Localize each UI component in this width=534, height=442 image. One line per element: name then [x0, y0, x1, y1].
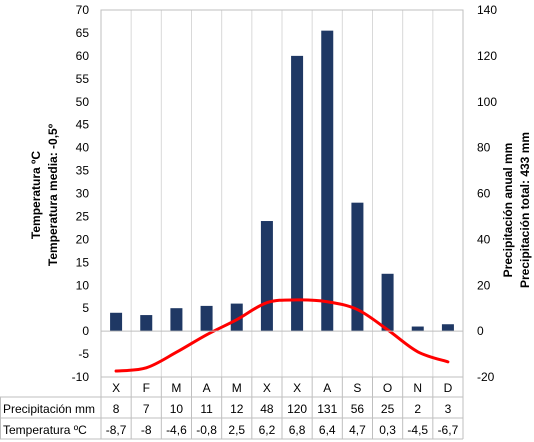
category-label: A — [323, 381, 331, 395]
right-axis-title-line1: Precipitación anual mm — [501, 143, 515, 278]
temperature-value: 6,8 — [289, 423, 306, 437]
left-tick-label: 40 — [76, 141, 90, 155]
temperature-value: -4,5 — [407, 423, 428, 437]
temperature-value: 0,3 — [379, 423, 396, 437]
vertical-gridlines — [130, 10, 434, 377]
category-label: X — [293, 381, 301, 395]
left-tick-label: 45 — [76, 118, 90, 132]
category-label: X — [112, 381, 120, 395]
left-tick-label: 55 — [76, 72, 90, 86]
temperature-value: 4,7 — [349, 423, 366, 437]
precipitation-bar — [441, 324, 454, 332]
left-tick-label: 15 — [76, 255, 90, 269]
precipitation-value: 131 — [317, 402, 337, 416]
right-tick-label: -20 — [477, 370, 495, 384]
right-tick-label: 60 — [477, 187, 491, 201]
precipitation-bar — [381, 273, 394, 332]
right-tick-label: 80 — [477, 141, 491, 155]
precipitation-bar — [411, 326, 424, 332]
category-label: S — [353, 381, 361, 395]
category-label: X — [263, 381, 271, 395]
right-tick-label: 100 — [477, 95, 497, 109]
precipitation-value: 8 — [113, 402, 120, 416]
data-table: Precipitación mm Temperatura ºC X F M A M X X A S O… — [0, 376, 464, 440]
category-label: M — [171, 381, 181, 395]
category-label: O — [383, 381, 392, 395]
temperature-value: -6,7 — [438, 423, 459, 437]
precipitation-bar — [260, 221, 273, 332]
precipitation-value: 25 — [381, 402, 395, 416]
precipitation-value: 48 — [260, 402, 274, 416]
temperature-value: -0,8 — [196, 423, 217, 437]
precipitation-bar — [200, 305, 213, 332]
left-tick-label: 65 — [76, 26, 90, 40]
left-tick-label: 35 — [76, 164, 90, 178]
left-axis-tick-labels: -10 -5 0 5 10 15 20 25 30 35 40 45 50 55 60 65 70 — [72, 3, 90, 384]
left-tick-label: 25 — [76, 209, 90, 223]
temperature-row-header: Temperatura ºC — [3, 423, 87, 437]
left-tick-label: 20 — [76, 232, 90, 246]
temperature-value: -8,7 — [106, 423, 127, 437]
temperature-value: 6,2 — [259, 423, 276, 437]
right-tick-label: 40 — [477, 232, 491, 246]
temperature-value: -8 — [141, 423, 152, 437]
left-tick-label: 10 — [76, 278, 90, 292]
left-tick-label: 30 — [76, 187, 90, 201]
precipitation-value: 12 — [230, 402, 244, 416]
left-tick-label: 5 — [82, 301, 89, 315]
category-label: D — [444, 381, 453, 395]
left-tick-label: -10 — [72, 370, 90, 384]
precipitation-bar — [170, 308, 183, 332]
precipitation-value: 56 — [351, 402, 365, 416]
left-axis-title-line1: Temperatura ºC — [29, 151, 43, 240]
temperature-value: 2,5 — [228, 423, 245, 437]
temperature-value: -4,6 — [166, 423, 187, 437]
precipitation-value: 3 — [445, 402, 452, 416]
left-tick-label: -5 — [78, 347, 89, 361]
precipitation-bar — [140, 315, 153, 332]
precipitation-row-header: Precipitación mm — [3, 402, 95, 416]
precipitation-value: 10 — [170, 402, 184, 416]
precipitation-bar — [321, 30, 334, 332]
precipitation-bar — [110, 312, 123, 332]
left-tick-label: 0 — [82, 324, 89, 338]
right-axis-tick-labels: -20 0 20 40 60 80 100 120 140 — [477, 3, 497, 384]
temperature-value: 6,4 — [319, 423, 336, 437]
right-axis-title-line2: Precipitación total: 433 mm — [518, 132, 532, 288]
category-label: N — [413, 381, 422, 395]
left-axis-title-line2: Temperatura media: -0,5º — [46, 123, 60, 266]
left-tick-label: 70 — [76, 3, 90, 17]
category-label: M — [232, 381, 242, 395]
precipitation-bar — [291, 55, 304, 332]
right-tick-label: 0 — [477, 324, 484, 338]
precipitation-bar — [351, 202, 364, 332]
right-tick-label: 20 — [477, 278, 491, 292]
precipitation-value: 2 — [414, 402, 421, 416]
precipitation-value: 7 — [143, 402, 150, 416]
precipitation-bars — [110, 30, 454, 332]
precipitation-bar — [230, 303, 243, 332]
right-tick-label: 140 — [477, 3, 497, 17]
left-tick-label: 60 — [76, 49, 90, 63]
precipitation-value: 120 — [287, 402, 307, 416]
category-label: F — [143, 381, 150, 395]
precipitation-value: 11 — [200, 402, 213, 416]
category-label: A — [203, 381, 211, 395]
right-tick-label: 120 — [477, 49, 497, 63]
left-tick-label: 50 — [76, 95, 90, 109]
